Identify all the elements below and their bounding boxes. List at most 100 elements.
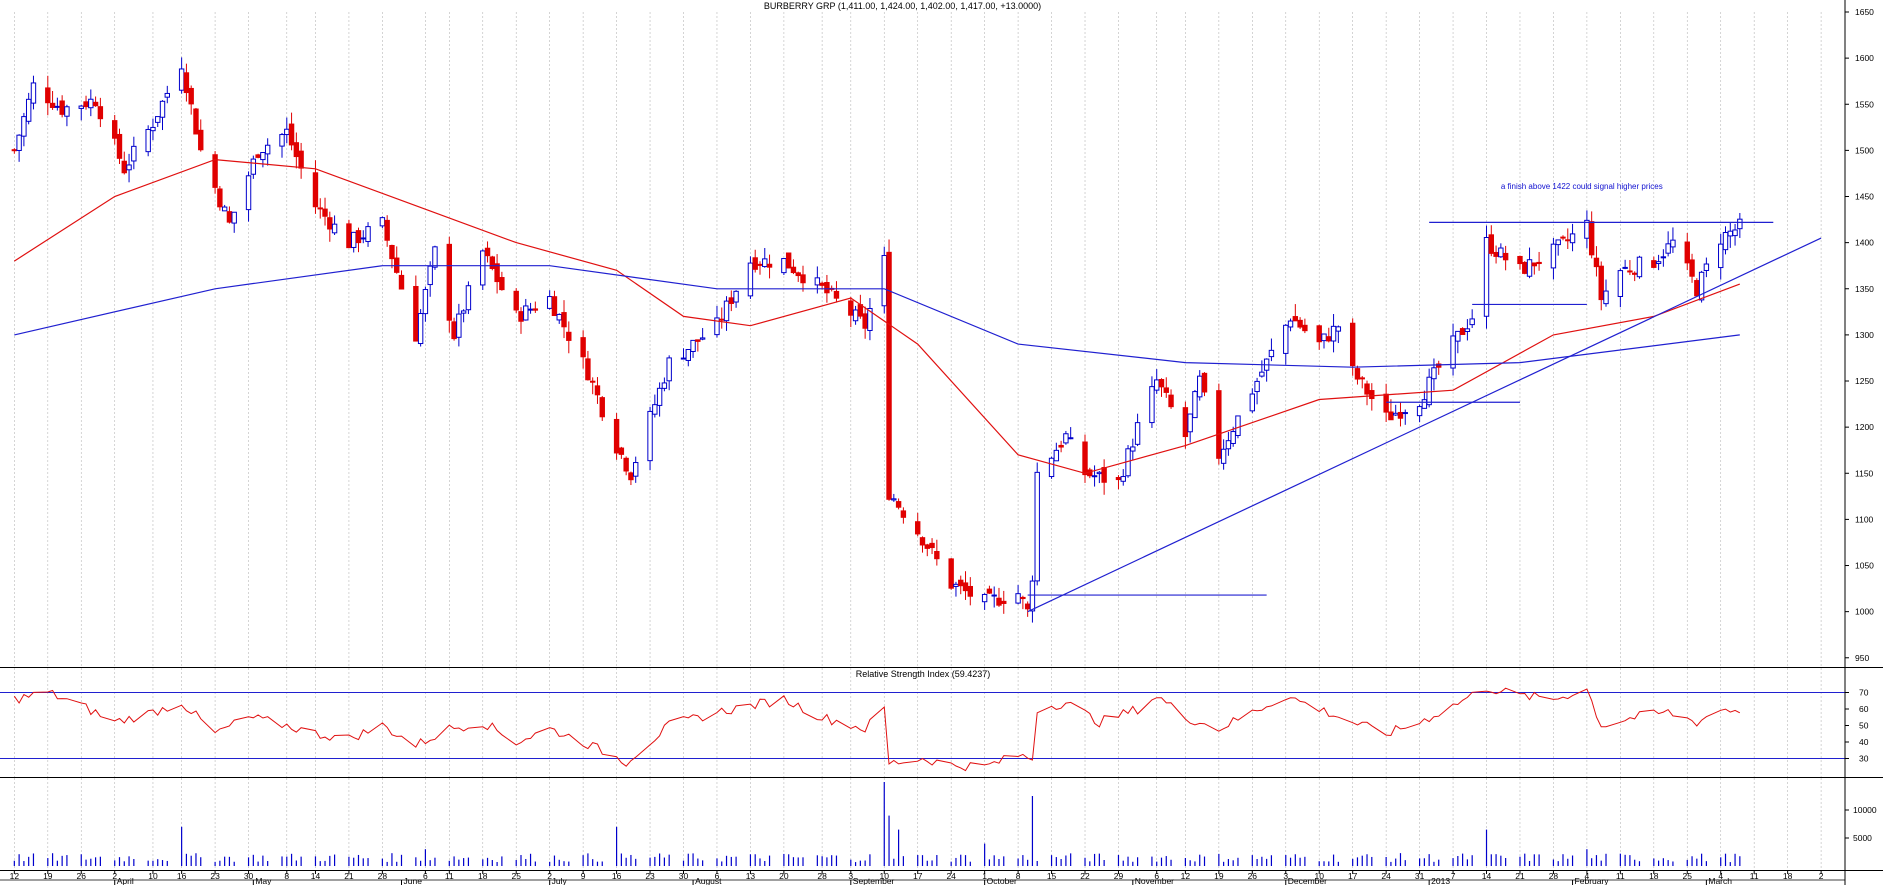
candle-up xyxy=(633,462,639,477)
candle-up xyxy=(1335,326,1342,332)
candle-down xyxy=(1436,363,1442,368)
volume-panel: 5000 10000 xyxy=(13,782,1877,866)
candle-up xyxy=(1120,476,1126,482)
candle-down xyxy=(327,217,333,230)
candle-up xyxy=(1469,318,1475,326)
candle-up xyxy=(1220,448,1227,464)
candle-up xyxy=(762,258,768,268)
candle-up xyxy=(155,116,161,123)
candle-up xyxy=(365,226,371,243)
candlesticks xyxy=(11,57,1743,623)
x-tick-label: 11 xyxy=(1616,871,1625,881)
month-label: September xyxy=(853,876,895,885)
x-tick-label: 28 xyxy=(378,871,388,881)
candle-down xyxy=(298,150,304,169)
y-tick-label: 1450 xyxy=(1855,192,1874,202)
x-tick-label: 17 xyxy=(1348,871,1358,881)
candle-down xyxy=(1627,270,1633,273)
rsi-y-tick-label: 60 xyxy=(1859,704,1869,714)
x-tick-label: 16 xyxy=(612,871,622,881)
candle-up xyxy=(1096,471,1103,475)
candle-up xyxy=(1225,440,1232,450)
x-tick-label: 3 xyxy=(1283,871,1288,881)
moving-average-long-line xyxy=(14,265,1740,368)
month-label: July xyxy=(552,876,568,885)
x-tick-label: 21 xyxy=(1515,871,1525,881)
candle-up xyxy=(1259,371,1265,377)
candle-up xyxy=(1063,433,1069,444)
x-tick-label: 9 xyxy=(581,871,586,881)
candle-down xyxy=(833,290,840,299)
candle-up xyxy=(379,217,386,227)
candle-up xyxy=(1698,271,1705,301)
candle-down xyxy=(1383,393,1389,413)
candle-up xyxy=(422,289,429,315)
month-label: February xyxy=(1575,876,1610,885)
month-label: December xyxy=(1288,876,1327,885)
month-label: April xyxy=(117,876,134,885)
x-tick-label: 30 xyxy=(679,871,689,881)
candle-up xyxy=(852,309,859,322)
candle-up xyxy=(1569,233,1576,244)
candle-down xyxy=(446,243,453,321)
candle-down xyxy=(1354,368,1361,380)
candle-down xyxy=(915,521,921,535)
candle-down xyxy=(193,108,199,135)
x-tick-label: 3 xyxy=(848,871,853,881)
candle-up xyxy=(1718,243,1724,269)
candle-up xyxy=(1450,335,1456,369)
candle-up xyxy=(1048,457,1055,478)
candle-up xyxy=(891,498,897,501)
x-tick-label: 21 xyxy=(344,871,354,881)
candle-up xyxy=(1192,391,1198,419)
candle-down xyxy=(618,447,625,455)
x-tick-label: 19 xyxy=(1214,871,1224,881)
candle-up xyxy=(164,92,170,98)
candle-down xyxy=(919,537,926,546)
candle-up xyxy=(30,82,37,104)
y-tick-label: 1250 xyxy=(1855,376,1874,386)
candle-down xyxy=(599,397,605,418)
candle-down xyxy=(1115,477,1122,481)
trend-line xyxy=(1027,237,1822,613)
candle-down xyxy=(1502,252,1509,261)
candle-up xyxy=(1617,270,1624,297)
candle-up xyxy=(231,211,237,224)
candle-up xyxy=(546,296,553,309)
x-tick-label: 10 xyxy=(880,871,890,881)
candle-up xyxy=(1134,422,1141,445)
x-tick-label: 6 xyxy=(1154,871,1159,881)
candle-up xyxy=(159,100,166,118)
candle-down xyxy=(1689,259,1695,277)
candle-up xyxy=(78,105,84,109)
candle-down xyxy=(183,72,190,94)
x-tick-label: 16 xyxy=(177,871,187,881)
candle-up xyxy=(1732,229,1738,237)
volume-y-tick-label: 10000 xyxy=(1853,805,1877,815)
candle-up xyxy=(1283,324,1289,354)
candle-down xyxy=(1158,379,1165,388)
x-tick-label: 2 xyxy=(1819,871,1824,881)
candle-down xyxy=(757,263,763,266)
candle-down xyxy=(112,120,118,139)
x-tick-label: 2 xyxy=(112,871,117,881)
candle-down xyxy=(580,337,586,358)
x-tick-label: 22 xyxy=(1080,871,1090,881)
x-tick-label: 6 xyxy=(715,871,720,881)
x-tick-label: 12 xyxy=(1181,871,1191,881)
candle-down xyxy=(346,223,352,249)
candle-down xyxy=(585,358,591,381)
candle-up xyxy=(1154,379,1160,391)
candle-down xyxy=(384,219,390,241)
y-tick-label: 1600 xyxy=(1855,53,1874,63)
candle-up xyxy=(1722,232,1729,251)
candle-down xyxy=(886,251,892,500)
candle-down xyxy=(986,588,993,594)
candle-down xyxy=(1598,265,1604,301)
candle-up xyxy=(178,68,185,91)
rsi-y-tick-label: 50 xyxy=(1859,721,1869,731)
candle-up xyxy=(1130,446,1136,452)
candle-down xyxy=(728,297,735,304)
candle-down xyxy=(116,133,123,159)
moving-average-lines xyxy=(13,158,1741,474)
